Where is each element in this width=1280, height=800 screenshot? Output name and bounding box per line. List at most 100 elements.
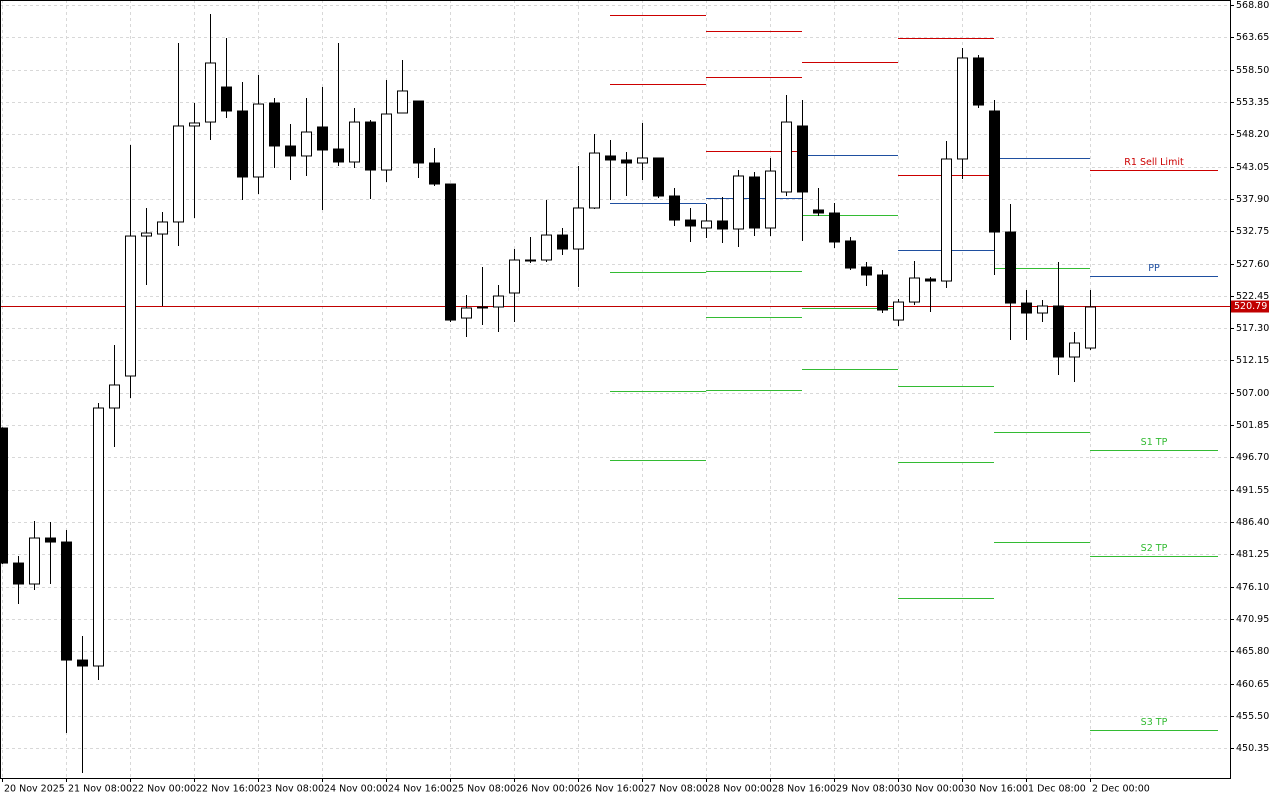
- y-tick-label: 563.65: [1236, 32, 1269, 43]
- candle-body: [941, 158, 952, 282]
- y-tick-label: 537.90: [1236, 194, 1269, 205]
- candle-body: [429, 162, 440, 185]
- candle-body: [1053, 305, 1064, 358]
- current-price-label: 520.79: [1234, 301, 1267, 312]
- y-tick-label: 476.10: [1236, 582, 1269, 593]
- x-tick-label: 28 Nov 16:00: [772, 784, 836, 795]
- y-tick-label: 527.60: [1236, 259, 1269, 270]
- level-label: S2 TP: [1141, 543, 1168, 554]
- candle-body: [701, 220, 712, 229]
- candle-body: [813, 209, 824, 214]
- candle-body: [589, 152, 600, 209]
- candle-body: [781, 121, 792, 193]
- candle-body: [205, 62, 216, 123]
- candle-body: [557, 234, 568, 250]
- candle-body: [397, 90, 408, 114]
- candle-body: [749, 176, 760, 229]
- x-tick-label: 22 Nov 16:00: [196, 784, 260, 795]
- y-tick-label: 568.80: [1236, 0, 1269, 11]
- candle-body: [717, 220, 728, 230]
- candle-body: [909, 277, 920, 303]
- candle-body: [317, 126, 328, 151]
- y-tick-label: 470.95: [1236, 614, 1269, 625]
- candle-body: [285, 145, 296, 157]
- candle-body: [61, 541, 72, 661]
- y-tick-label: 455.50: [1236, 711, 1269, 722]
- candle-body: [605, 155, 616, 161]
- candle-body: [173, 125, 184, 223]
- y-tick-label: 522.45: [1236, 291, 1269, 302]
- current-price-tag: [1231, 300, 1269, 313]
- candle-body: [509, 259, 520, 294]
- x-tick-label: 1 Dec 08:00: [1028, 784, 1086, 795]
- candle-body: [573, 207, 584, 250]
- y-tick-label: 512.15: [1236, 355, 1269, 366]
- y-tick-label: 450.35: [1236, 743, 1269, 754]
- candle-body: [733, 175, 744, 230]
- candle-body: [989, 110, 1000, 233]
- candle-body: [669, 195, 680, 221]
- x-tick-label: 20 Nov 2025: [4, 784, 65, 795]
- candle-body: [381, 113, 392, 171]
- candle-body: [29, 537, 40, 585]
- candle-body: [1085, 306, 1096, 349]
- x-tick-label: 23 Nov 08:00: [260, 784, 324, 795]
- candle-body: [1005, 231, 1016, 304]
- y-tick-label: 548.20: [1236, 129, 1269, 140]
- candle-body: [893, 301, 904, 321]
- candle-body: [685, 219, 696, 227]
- y-tick-label: 543.05: [1236, 162, 1269, 173]
- candle-body: [765, 170, 776, 229]
- level-label: R1 Sell Limit: [1124, 157, 1184, 168]
- candle-body: [77, 659, 88, 667]
- y-tick-label: 481.25: [1236, 549, 1269, 560]
- candle-body: [845, 240, 856, 269]
- candle-body: [621, 159, 632, 164]
- candle-body: [221, 86, 232, 112]
- x-tick-label: 26 Nov 00:00: [516, 784, 580, 795]
- y-tick-label: 501.85: [1236, 420, 1269, 431]
- x-tick-label: 29 Nov 08:00: [836, 784, 900, 795]
- candle-body: [973, 57, 984, 106]
- candle-body: [0, 427, 8, 564]
- x-tick-label: 30 Nov 00:00: [900, 784, 964, 795]
- x-tick-label: 2 Dec 00:00: [1092, 784, 1150, 795]
- x-tick-label: 30 Nov 16:00: [964, 784, 1028, 795]
- y-tick-label: 496.70: [1236, 452, 1269, 463]
- x-tick-label: 24 Nov 00:00: [324, 784, 388, 795]
- candle-body: [413, 100, 424, 164]
- level-label: S1 TP: [1141, 437, 1168, 448]
- level-label: S3 TP: [1141, 717, 1168, 728]
- candle-body: [877, 274, 888, 311]
- candle-body: [269, 102, 280, 147]
- candle-body: [301, 131, 312, 157]
- candle-body: [109, 384, 120, 409]
- candle-body: [493, 295, 504, 308]
- candle-body: [829, 212, 840, 243]
- level-label: PP: [1148, 263, 1160, 274]
- candle-body: [1021, 302, 1032, 314]
- y-tick-label: 465.80: [1236, 646, 1269, 657]
- y-tick-label: 486.40: [1236, 517, 1269, 528]
- candle-body: [861, 266, 872, 276]
- x-tick-label: 25 Nov 08:00: [452, 784, 516, 795]
- candle-body: [237, 110, 248, 178]
- x-tick-label: 28 Nov 00:00: [708, 784, 772, 795]
- y-tick-label: 517.30: [1236, 323, 1269, 334]
- candle-body: [189, 122, 200, 127]
- candle-body: [653, 157, 664, 197]
- candle-body: [797, 125, 808, 193]
- y-tick-label: 532.75: [1236, 226, 1269, 237]
- candle-body: [925, 278, 936, 282]
- plot: R1 Sell Limit PP S1 TP S2 TP S3 TP: [0, 13, 1230, 774]
- candle-body: [637, 157, 648, 164]
- candle-body: [477, 306, 488, 309]
- x-tick-label: 27 Nov 08:00: [644, 784, 708, 795]
- candle-body: [125, 235, 136, 377]
- candle-body: [1037, 305, 1048, 314]
- y-tick-label: 558.50: [1236, 65, 1269, 76]
- candle-body: [93, 407, 104, 667]
- y-tick-label: 491.55: [1236, 485, 1269, 496]
